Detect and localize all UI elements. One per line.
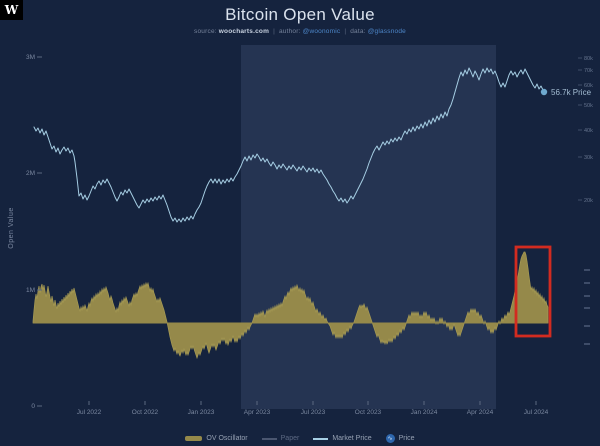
legend-item-ov-oscillator[interactable]: OV Oscillator [185,435,248,442]
legend-label: OV Oscillator [206,435,248,442]
x-axis-label: Apr 2023 [244,409,271,416]
red-annotation-box [514,245,552,338]
x-axis-label: Jan 2024 [411,409,438,416]
y-axis-label: 1M [26,287,35,294]
x-axis-label: Oct 2022 [132,409,159,416]
legend-label: Market Price [332,435,372,442]
woocharts-logo[interactable]: W [0,0,23,20]
source-link[interactable]: woocharts.com [218,28,270,35]
legend-item-price[interactable]: ∿ Price [385,434,415,443]
price-dot-icon: ∿ [385,434,395,443]
right-axis-label: 40k [584,128,593,134]
right-axis-label: 50k [584,103,593,109]
right-axis-label: 70k [584,68,593,74]
x-axis-label: Oct 2023 [355,409,382,416]
legend-label: Paper [280,435,300,442]
x-axis-label: Jul 2024 [524,409,549,416]
highlight-region [241,45,496,409]
ov-oscillator-area [32,251,549,360]
y-axis-label: 0 [31,403,35,410]
y-axis-label: 2M [26,170,35,177]
last-price-dot [540,88,548,96]
right-axis-label: 60k [584,83,593,89]
x-axis-label: Apr 2024 [467,409,494,416]
data-link[interactable]: @glassnode [367,28,406,35]
right-axis-label: 80k [584,56,593,62]
y-axis-title: Open Value [8,207,15,248]
right-axis-label: 20k [584,198,593,204]
chart-legend: OV Oscillator Paper Market Price ∿ Price [0,434,600,443]
y-axis-label: 3M [26,54,35,61]
oscillator-swatch-icon [185,436,203,441]
x-axis-label: Jul 2023 [301,409,326,416]
last-price-annotation: 56.7k Price [551,88,592,97]
legend-label: Price [398,435,415,442]
x-axis-label: Jan 2023 [188,409,215,416]
paper-line-icon [261,437,277,440]
market-price-line-icon [313,437,329,440]
x-axis-label: Jul 2022 [77,409,102,416]
right-axis-label: 30k [584,155,593,161]
legend-item-paper[interactable]: Paper [261,435,300,442]
market-price-line [33,67,545,223]
legend-item-market-price[interactable]: Market Price [313,435,372,442]
author-link[interactable]: @woonomic [302,28,341,35]
logo-letter: W [4,3,19,17]
